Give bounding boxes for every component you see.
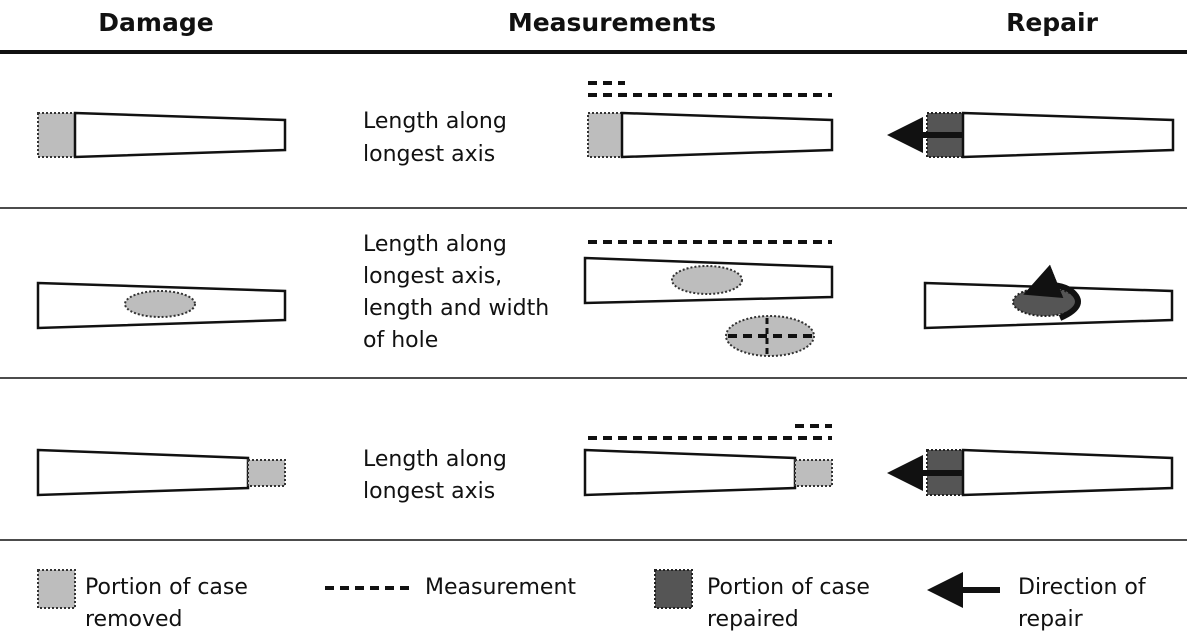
header-repair: Repair [1006, 8, 1099, 37]
row-text: length and width [363, 296, 549, 321]
legend-label: repaired [707, 607, 799, 632]
legend-label: Portion of case [707, 575, 870, 600]
legend-label: repair [1018, 607, 1084, 632]
legend-label: Direction of [1018, 575, 1147, 600]
row-3: Length along longest axis [36, 424, 1174, 504]
row-text: Length along [363, 232, 507, 257]
row-text: longest axis, [363, 264, 502, 289]
header-measurements: Measurements [508, 8, 716, 37]
header-damage: Damage [98, 8, 213, 37]
row-2: Length along longest axis, length and wi… [36, 232, 1174, 357]
legend: Portion of case removed Measurement Port… [37, 569, 1147, 632]
row-1: Length along longest axis [37, 81, 1175, 167]
row-text: Length along [363, 447, 507, 472]
legend-label: removed [85, 607, 183, 632]
legend-label: Portion of case [85, 575, 248, 600]
row-text: of hole [363, 328, 438, 353]
legend-label: Measurement [425, 575, 576, 600]
row-text: longest axis [363, 479, 495, 504]
row-text: Length along [363, 109, 507, 134]
row-text: longest axis [363, 142, 495, 167]
